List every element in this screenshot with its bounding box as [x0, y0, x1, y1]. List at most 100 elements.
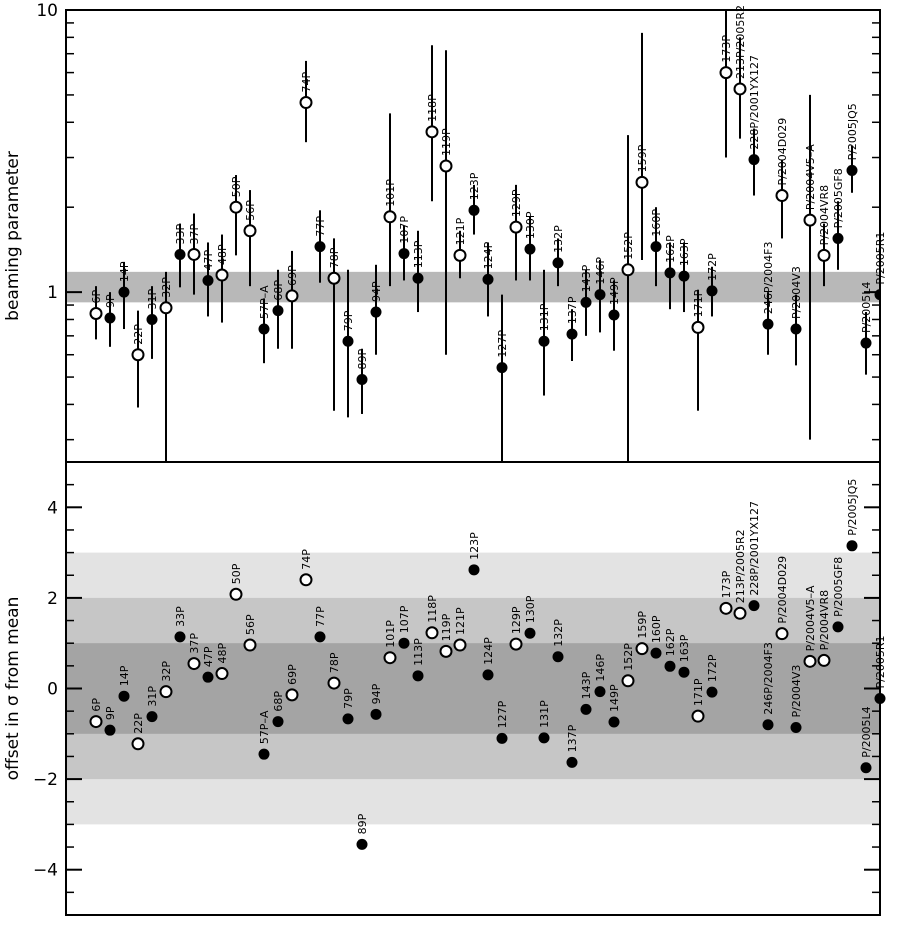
filled-marker	[342, 335, 354, 347]
filled-marker	[860, 762, 872, 774]
open-marker	[285, 289, 299, 303]
filled-marker	[118, 286, 130, 298]
filled-marker	[174, 631, 186, 643]
filled-marker	[272, 716, 284, 728]
point-label: 123P	[468, 532, 481, 560]
filled-marker	[524, 627, 536, 639]
sigma-band	[66, 643, 880, 734]
point-label: P/2004V3	[790, 665, 803, 718]
filled-marker	[552, 257, 564, 269]
point-label: 121P	[454, 607, 467, 635]
open-marker	[299, 573, 313, 587]
point-label: 159P	[636, 144, 649, 172]
point-label: 149P	[608, 684, 621, 712]
open-marker	[299, 96, 313, 110]
point-label: 152P	[622, 643, 635, 671]
point-label: 94P	[370, 281, 383, 302]
open-marker	[229, 587, 243, 601]
point-label: P/2005JQ5	[846, 479, 859, 536]
point-label: 129P	[510, 189, 523, 217]
open-marker	[635, 175, 649, 189]
filled-marker	[790, 323, 802, 335]
filled-marker	[594, 686, 606, 698]
point-label: 14P	[118, 665, 131, 686]
point-label: 74P	[300, 72, 313, 93]
point-label: 121P	[454, 217, 467, 245]
filled-marker	[258, 323, 270, 335]
filled-marker	[496, 732, 508, 744]
point-label: 33P	[174, 223, 187, 244]
point-label: 101P	[384, 179, 397, 207]
filled-marker	[104, 724, 116, 736]
point-label: P/2005GF8	[832, 168, 845, 228]
filled-marker	[524, 243, 536, 255]
filled-marker	[356, 374, 368, 386]
y-tick-label: 10	[36, 1, 58, 21]
point-label: 6P	[90, 290, 103, 304]
point-label: 37P	[188, 633, 201, 654]
point-label: 149P	[608, 277, 621, 305]
filled-marker	[314, 631, 326, 643]
point-label: 159P	[636, 611, 649, 639]
open-marker	[453, 638, 467, 652]
filled-marker	[832, 232, 844, 244]
point-label: 130P	[524, 211, 537, 239]
point-label: 56P	[244, 200, 257, 221]
point-label: 160P	[650, 209, 663, 237]
point-label: 152P	[622, 232, 635, 260]
open-marker	[803, 654, 817, 668]
filled-marker	[538, 732, 550, 744]
filled-marker	[762, 719, 774, 731]
point-label: 137P	[566, 724, 579, 752]
point-label: 33P	[174, 606, 187, 627]
point-label: 57P–A	[258, 285, 271, 319]
point-label: 48P	[216, 244, 229, 265]
filled-marker	[664, 660, 676, 672]
open-marker	[285, 688, 299, 702]
open-marker	[383, 651, 397, 665]
point-label: 79P	[342, 310, 355, 331]
open-marker	[509, 637, 523, 651]
open-marker	[691, 709, 705, 723]
point-label: 119P	[440, 613, 453, 641]
filled-marker	[608, 716, 620, 728]
point-label: 68P	[272, 280, 285, 301]
point-label: 113P	[412, 638, 425, 666]
open-marker	[817, 248, 831, 262]
point-label: P/2004D029	[776, 118, 789, 186]
point-label: 74P	[300, 549, 313, 570]
filled-marker	[664, 267, 676, 279]
filled-marker	[594, 289, 606, 301]
filled-marker	[314, 241, 326, 253]
open-marker	[383, 210, 397, 224]
point-label: 50P	[230, 176, 243, 197]
open-marker	[803, 213, 817, 227]
point-label: 124P	[482, 241, 495, 269]
filled-marker	[202, 671, 214, 683]
filled-marker	[706, 285, 718, 297]
filled-marker	[538, 335, 550, 347]
filled-marker	[412, 670, 424, 682]
point-label: 78P	[328, 247, 341, 268]
point-label: 14P	[118, 261, 131, 282]
point-label: 171P	[692, 678, 705, 706]
open-marker	[215, 667, 229, 681]
y-tick-label: −4	[33, 861, 58, 881]
point-label: 213P/2005R2	[734, 529, 747, 603]
y-tick-label: 1	[47, 283, 58, 303]
filled-marker	[748, 600, 760, 612]
open-marker	[635, 642, 649, 656]
filled-marker	[370, 708, 382, 720]
filled-marker	[650, 647, 662, 659]
y-tick-label: 4	[47, 498, 58, 518]
y-tick-label: 2	[47, 589, 58, 609]
open-marker	[243, 224, 257, 238]
point-label: 119P	[440, 128, 453, 156]
point-label: 6P	[90, 698, 103, 712]
filled-marker	[202, 274, 214, 286]
point-label: 31P	[146, 686, 159, 707]
point-label: 79P	[342, 688, 355, 709]
point-label: 9P	[104, 294, 117, 308]
filled-marker	[608, 309, 620, 321]
point-label: P/2004V5–A	[804, 585, 817, 651]
